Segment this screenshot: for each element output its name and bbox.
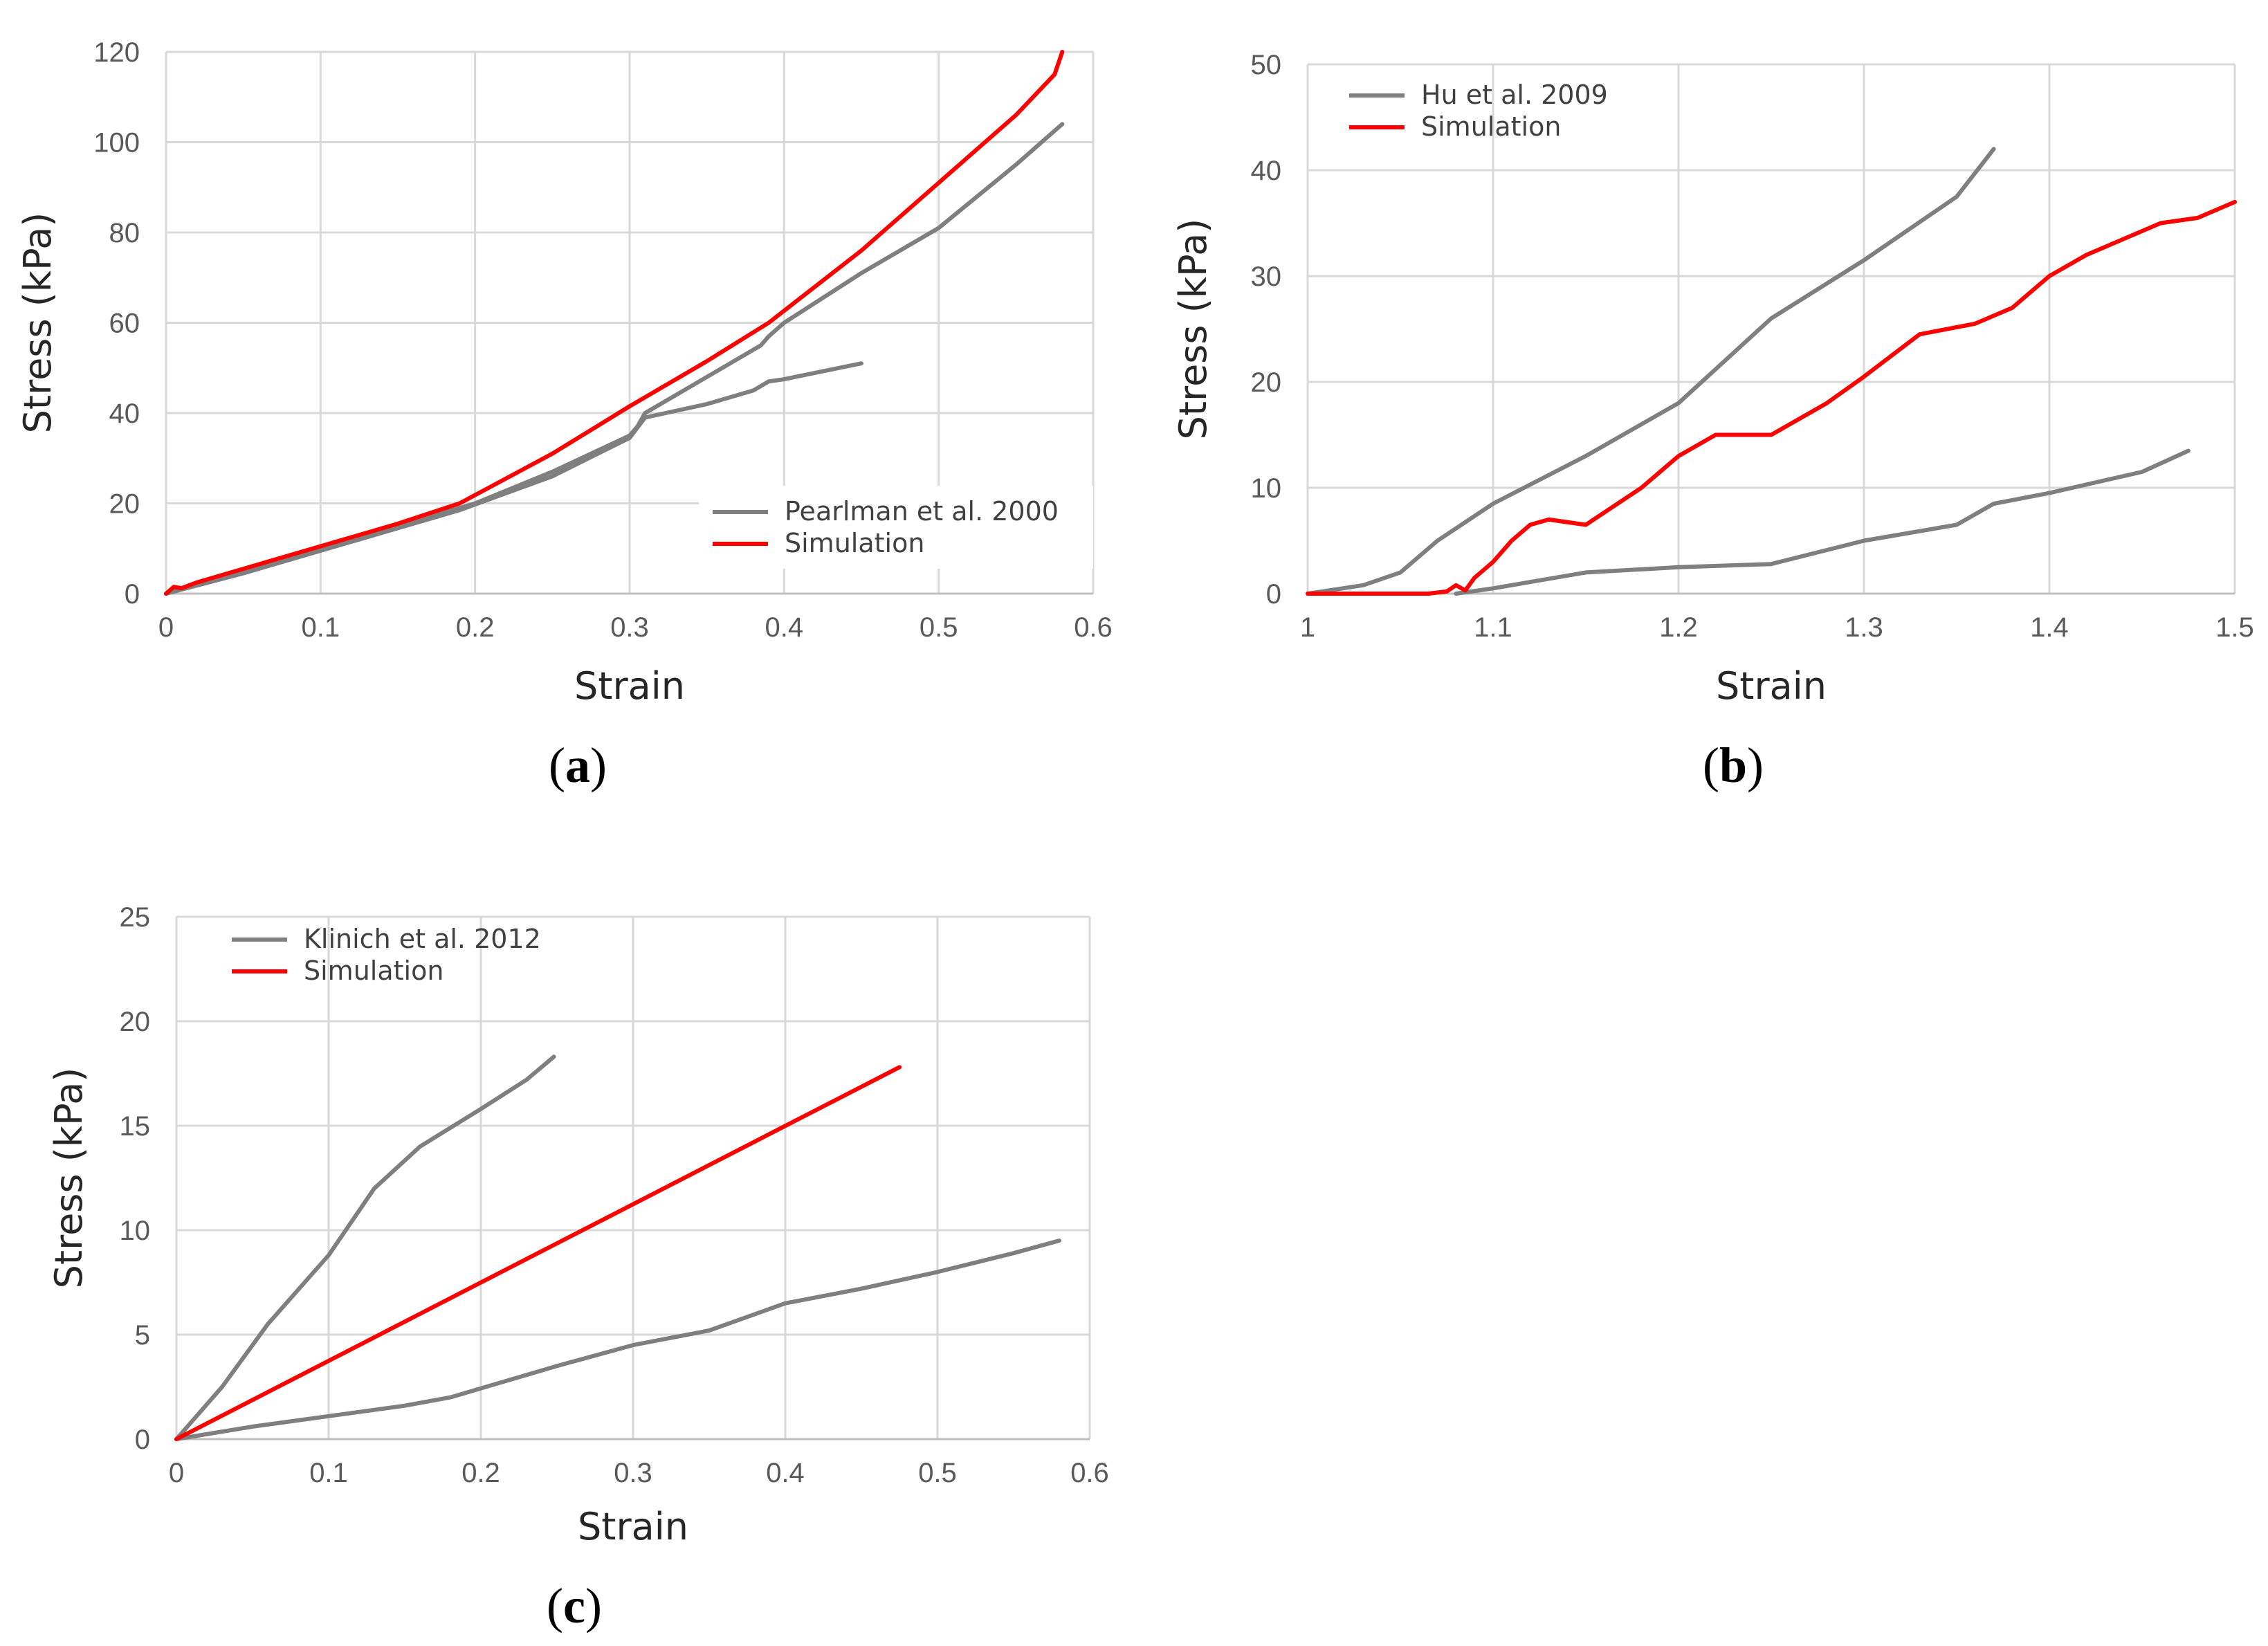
series-line-experiment (1306, 147, 1996, 596)
y-tick-label: 0 (1266, 579, 1281, 610)
x-axis-title: Strain (574, 664, 685, 708)
y-axis-title: Stress (kPa) (16, 212, 60, 434)
x-tick-label: 0.3 (614, 1458, 652, 1488)
y-tick-label: 25 (120, 902, 151, 933)
y-tick-label: 100 (93, 128, 140, 158)
y-tick-label: 10 (120, 1216, 151, 1246)
x-axis-title: Strain (578, 1505, 688, 1548)
x-tick-label: 0.4 (765, 612, 804, 643)
chart-panel-b: 1 1.1 1.2 1.3 1.4 1.5 0 10 20 30 40 50 Strain Stress … (1171, 50, 2254, 793)
x-tick-label: 0.5 (920, 612, 958, 643)
y-axis-title: Stress (kPa) (1171, 219, 1215, 440)
y-tick-label: 0 (125, 579, 140, 610)
series-line-simulation (1306, 199, 2237, 596)
y-axis-title: Stress (kPa) (47, 1068, 91, 1289)
legend-background (699, 486, 1093, 569)
y-tick-label: 15 (120, 1111, 151, 1142)
y-tick-label: 20 (120, 1007, 151, 1037)
x-tick-label: 1.4 (2030, 612, 2069, 643)
x-tick-label: 0.6 (1074, 612, 1113, 643)
y-tick-label: 40 (109, 399, 140, 429)
y-tick-label: 40 (1251, 156, 1282, 186)
panel-label: (c) (547, 1578, 602, 1634)
y-tick-label: 50 (1251, 50, 1282, 80)
chart-panel-a: 0 0.1 0.2 0.3 0.4 0.5 0.6 0 20 40 60 80 100 120 Strain… (16, 37, 1113, 793)
x-tick-label: 0.2 (456, 612, 495, 643)
x-tick-label: 1.1 (1474, 612, 1512, 643)
x-tick-label: 0.6 (1070, 1458, 1109, 1488)
y-tick-label: 30 (1251, 262, 1282, 292)
x-tick-label: 1.2 (1659, 612, 1698, 643)
x-tick-label: 0.3 (610, 612, 649, 643)
x-tick-label: 0 (158, 612, 174, 643)
legend-entry: Simulation (304, 955, 443, 986)
series-line-experiment (164, 361, 863, 596)
series-line-experiment (174, 1238, 1061, 1441)
x-tick-label: 1.3 (1845, 612, 1883, 643)
series-line-experiment (164, 122, 1065, 596)
legend-entry: Simulation (1421, 111, 1561, 142)
y-tick-label: 0 (135, 1425, 150, 1455)
panel-label: (a) (549, 738, 607, 793)
series-line-experiment (1454, 448, 2191, 596)
x-tick-label: 0.1 (302, 612, 340, 643)
legend-entry: Klinich et al. 2012 (304, 924, 541, 954)
y-tick-label: 5 (135, 1320, 150, 1351)
y-tick-label: 20 (109, 489, 140, 520)
x-axis-title: Strain (1716, 664, 1827, 708)
series-line-simulation (164, 50, 1065, 596)
legend-entry: Hu et al. 2009 (1421, 80, 1608, 110)
x-tick-label: 0 (169, 1458, 184, 1488)
series-line-experiment (174, 1054, 556, 1441)
x-tick-label: 0.2 (461, 1458, 500, 1488)
y-tick-label: 20 (1251, 367, 1282, 398)
y-tick-label: 80 (109, 218, 140, 248)
series-line-simulation (174, 1065, 902, 1441)
x-tick-label: 1 (1300, 612, 1315, 643)
y-tick-label: 10 (1251, 473, 1282, 504)
x-tick-label: 1.5 (2215, 612, 2254, 643)
chart-panel-c: 0 0.1 0.2 0.3 0.4 0.5 0.6 0 5 10 15 20 25 Strain Stres… (47, 902, 1109, 1634)
x-tick-label: 0.4 (766, 1458, 805, 1488)
panel-label: (b) (1703, 738, 1764, 793)
x-tick-label: 0.5 (918, 1458, 957, 1488)
legend-entry: Pearlman et al. 2000 (785, 496, 1059, 527)
x-tick-label: 0.1 (309, 1458, 348, 1488)
y-tick-label: 120 (93, 37, 140, 68)
legend-entry: Simulation (785, 528, 924, 558)
y-tick-label: 60 (109, 309, 140, 339)
